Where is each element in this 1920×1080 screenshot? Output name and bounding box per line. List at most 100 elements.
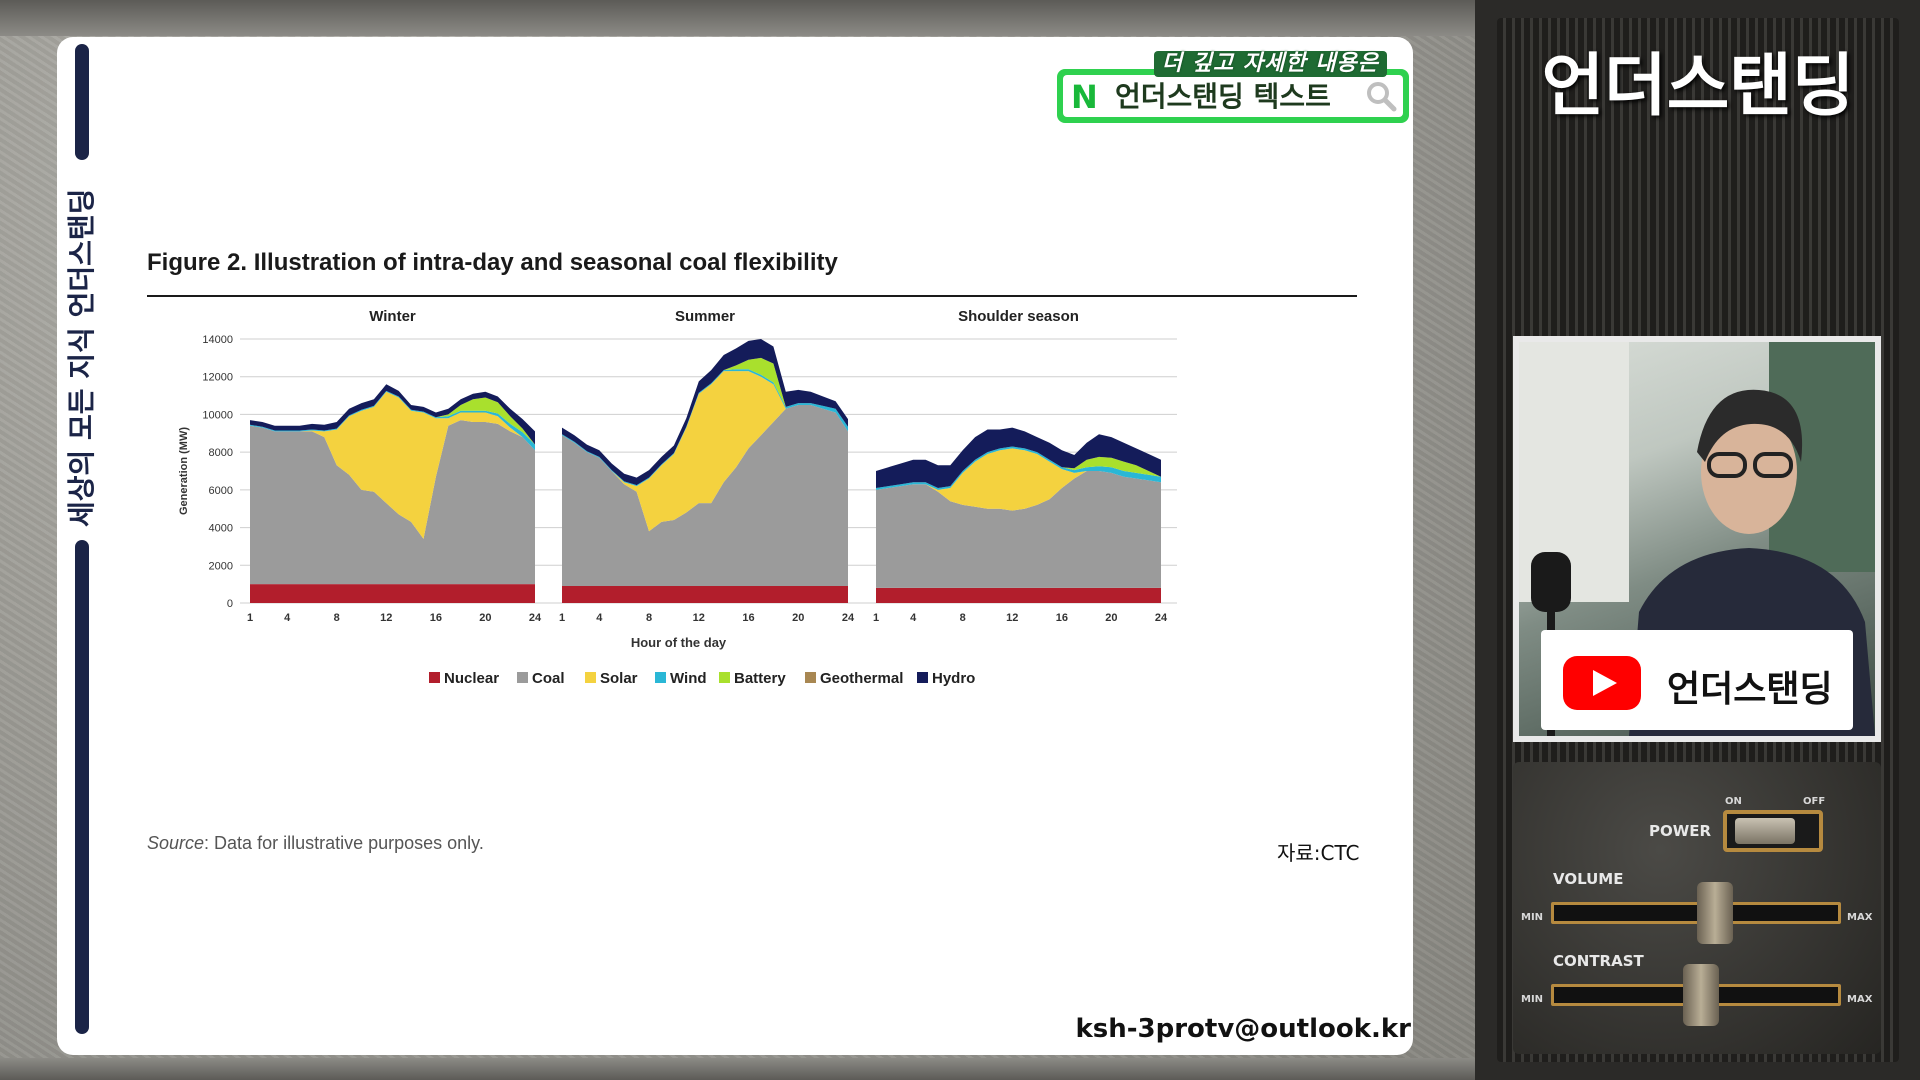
x-tick-label: 16 bbox=[430, 612, 442, 624]
area-battery-winter bbox=[250, 390, 535, 445]
area-solar-shoulder-season bbox=[876, 448, 1161, 511]
area-nuclear-summer bbox=[562, 586, 848, 603]
x-tick-label: 24 bbox=[842, 612, 855, 624]
volume-max-label: MAX bbox=[1847, 912, 1873, 923]
figure-title-rule bbox=[147, 295, 1357, 297]
contrast-min-label: MIN bbox=[1521, 994, 1544, 1005]
x-tick-label: 24 bbox=[1155, 612, 1168, 624]
x-tick-label: 8 bbox=[960, 612, 966, 624]
legend-label-solar: Solar bbox=[600, 670, 638, 687]
legend-swatch-coal bbox=[517, 672, 528, 683]
panel-title: Winter bbox=[369, 308, 416, 325]
y-tick-label: 6000 bbox=[209, 485, 233, 497]
search-box: N 언더스탠딩 텍스트 bbox=[1057, 69, 1409, 123]
search-icon bbox=[1367, 82, 1397, 112]
y-tick-label: 0 bbox=[227, 598, 233, 610]
source-text: : Data for illustrative purposes only. bbox=[204, 833, 484, 853]
side-bar-top bbox=[75, 44, 89, 160]
webcam-frame: 언더스탠딩 bbox=[1513, 336, 1881, 742]
x-tick-label: 4 bbox=[284, 612, 291, 624]
right-panel: 언더스탠딩 언더스탠딩 ON bbox=[1475, 0, 1920, 1080]
area-coal-summer bbox=[562, 405, 848, 586]
youtube-banner: 언더스탠딩 bbox=[1541, 630, 1853, 730]
legend-label-wind: Wind bbox=[670, 670, 707, 687]
panel-title: Shoulder season bbox=[958, 308, 1079, 325]
x-tick-label: 1 bbox=[559, 612, 565, 624]
area-hydro-shoulder-season bbox=[876, 427, 1161, 488]
area-solar-winter bbox=[250, 391, 535, 539]
power-label: POWER bbox=[1649, 822, 1712, 840]
area-coal-shoulder-season bbox=[876, 471, 1161, 588]
x-tick-label: 4 bbox=[596, 612, 603, 624]
volume-slider-knob[interactable] bbox=[1697, 882, 1733, 944]
y-tick-label: 12000 bbox=[202, 372, 233, 384]
search-box-inner: N 언더스탠딩 텍스트 bbox=[1063, 75, 1403, 117]
legend-swatch-geothermal bbox=[805, 672, 816, 683]
naver-logo: N bbox=[1071, 78, 1098, 116]
power-on-label: ON bbox=[1725, 796, 1742, 807]
x-tick-label: 24 bbox=[529, 612, 542, 624]
legend-label-nuclear: Nuclear bbox=[444, 670, 499, 687]
figure-source: Source: Data for illustrative purposes o… bbox=[147, 833, 484, 854]
volume-slider-track[interactable] bbox=[1551, 902, 1841, 924]
power-switch-handle bbox=[1735, 818, 1795, 844]
volume-label: VOLUME bbox=[1553, 870, 1624, 888]
source-label: Source bbox=[147, 833, 205, 853]
side-label: 세상의 모든 지식 언더스탠딩 bbox=[65, 188, 98, 527]
legend-label-geothermal: Geothermal bbox=[820, 670, 903, 687]
frame-top-edge bbox=[0, 0, 1475, 36]
area-hydro-winter bbox=[250, 384, 535, 445]
area-coal-winter bbox=[250, 420, 535, 585]
legend-label-hydro: Hydro bbox=[932, 670, 975, 687]
x-tick-label: 4 bbox=[910, 612, 917, 624]
power-off-label: OFF bbox=[1803, 796, 1826, 807]
legend-swatch-nuclear bbox=[429, 672, 440, 683]
area-solar-summer bbox=[562, 371, 848, 532]
x-tick-label: 12 bbox=[1006, 612, 1018, 624]
youtube-play-icon bbox=[1563, 656, 1641, 710]
y-tick-label: 4000 bbox=[209, 523, 233, 535]
x-tick-label: 20 bbox=[792, 612, 804, 624]
legend-label-coal: Coal bbox=[532, 670, 565, 687]
area-nuclear-winter bbox=[250, 584, 535, 603]
x-tick-label: 1 bbox=[247, 612, 253, 624]
x-tick-label: 12 bbox=[380, 612, 392, 624]
y-tick-label: 8000 bbox=[209, 447, 233, 459]
y-tick-label: 14000 bbox=[202, 334, 233, 346]
legend-swatch-battery bbox=[719, 672, 730, 683]
power-switch[interactable] bbox=[1723, 810, 1823, 852]
legend-swatch-solar bbox=[585, 672, 596, 683]
area-nuclear-shoulder-season bbox=[876, 587, 1161, 603]
contrast-max-label: MAX bbox=[1847, 994, 1873, 1005]
channel-title: 언더스탠딩 bbox=[1541, 47, 1855, 126]
y-tick-label: 2000 bbox=[209, 560, 233, 572]
search-banner-text: 언더스탠딩 텍스트 bbox=[1115, 80, 1331, 113]
contrast-slider-knob[interactable] bbox=[1683, 964, 1719, 1026]
y-axis-label: Generation (MW) bbox=[178, 427, 190, 515]
figure-credit: 자료:CTC bbox=[1277, 841, 1360, 865]
x-axis-label: Hour of the day bbox=[631, 635, 727, 650]
frame-bottom-edge bbox=[0, 1058, 1475, 1080]
youtube-channel-label: 언더스탠딩 bbox=[1667, 669, 1833, 710]
search-banner: N 언더스탠딩 텍스트 더 깊고 자세한 내용은 bbox=[1057, 51, 1409, 123]
y-tick-label: 10000 bbox=[202, 409, 233, 421]
x-tick-label: 20 bbox=[1105, 612, 1117, 624]
legend-label-battery: Battery bbox=[734, 670, 786, 687]
webcam-feed: 언더스탠딩 bbox=[1519, 342, 1875, 736]
x-tick-label: 8 bbox=[334, 612, 340, 624]
x-tick-label: 1 bbox=[873, 612, 879, 624]
control-panel: ON OFF POWER VOLUME MIN MAX CONTRAST MIN… bbox=[1513, 762, 1881, 1054]
figure-title: Figure 2. Illustration of intra-day and … bbox=[147, 249, 838, 276]
x-tick-label: 12 bbox=[693, 612, 705, 624]
generation-chart: 0 2000 4000 6000 8000 10000 12000 14000 Generati… bbox=[178, 308, 1177, 687]
search-banner-top-text: 더 깊고 자세한 내용은 bbox=[1153, 51, 1387, 77]
panel-title: Summer bbox=[675, 308, 735, 325]
x-tick-label: 16 bbox=[1056, 612, 1068, 624]
side-bar-bottom bbox=[75, 540, 89, 1034]
contact-email: ksh-3protv@outlook.kr bbox=[1075, 1014, 1411, 1044]
legend-swatch-hydro bbox=[917, 672, 928, 683]
legend-swatch-wind bbox=[655, 672, 666, 683]
volume-min-label: MIN bbox=[1521, 912, 1544, 923]
contrast-label: CONTRAST bbox=[1553, 952, 1644, 970]
area-wind-shoulder-season bbox=[876, 446, 1161, 490]
